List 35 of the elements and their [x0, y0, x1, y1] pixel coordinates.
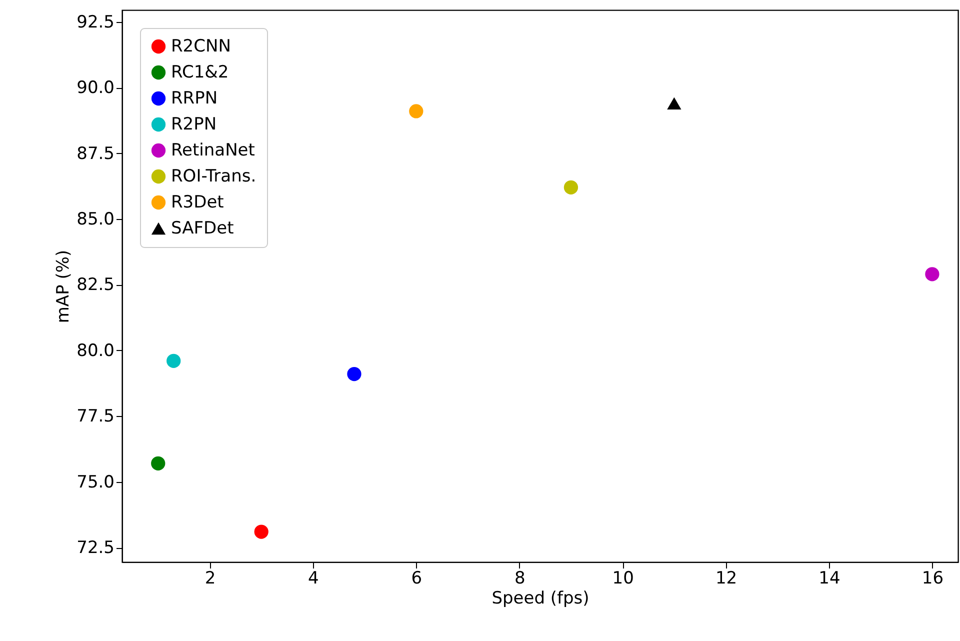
x-tick-label: 10 [612, 568, 634, 588]
legend-label: RC1&2 [171, 62, 229, 82]
point [151, 456, 166, 470]
y-tick-label: 92.5 [76, 12, 114, 32]
x-axis-title: Speed (fps) [492, 588, 590, 608]
legend-label: R2CNN [171, 36, 231, 56]
legend-label: SAFDet [171, 218, 234, 238]
x-tick-label: 14 [818, 568, 840, 588]
point [564, 180, 578, 194]
x-tick-label: 8 [514, 568, 526, 588]
x-tick-label: 16 [922, 568, 944, 588]
x-tick-label: 4 [308, 568, 319, 588]
y-tick-label: 85.0 [76, 209, 114, 230]
y-tick-label: 87.5 [76, 144, 114, 164]
y-tick-label: 90.0 [76, 78, 114, 98]
point [347, 367, 362, 382]
point [254, 524, 268, 539]
legend-label: ROI-Trans. [171, 166, 256, 186]
legend-label: RetinaNet [171, 140, 256, 160]
y-tick-label: 77.5 [76, 406, 114, 427]
legend-label: RRPN [171, 88, 218, 108]
y-tick-label: 72.5 [76, 538, 114, 558]
point [166, 354, 181, 368]
point [667, 97, 682, 110]
legend-label: R2PN [171, 114, 217, 134]
point [409, 104, 424, 118]
x-tick-label: 6 [411, 568, 422, 588]
x-tick-label: 2 [204, 568, 216, 588]
x-tick-label: 12 [715, 568, 738, 588]
y-tick-label: 80.0 [76, 340, 114, 361]
point [925, 267, 940, 282]
y-tick-label: 75.0 [76, 472, 114, 492]
y-axis-title: mAP (%) [54, 250, 74, 324]
y-tick-label: 82.5 [76, 275, 114, 296]
legend-label: R3Det [171, 192, 224, 212]
